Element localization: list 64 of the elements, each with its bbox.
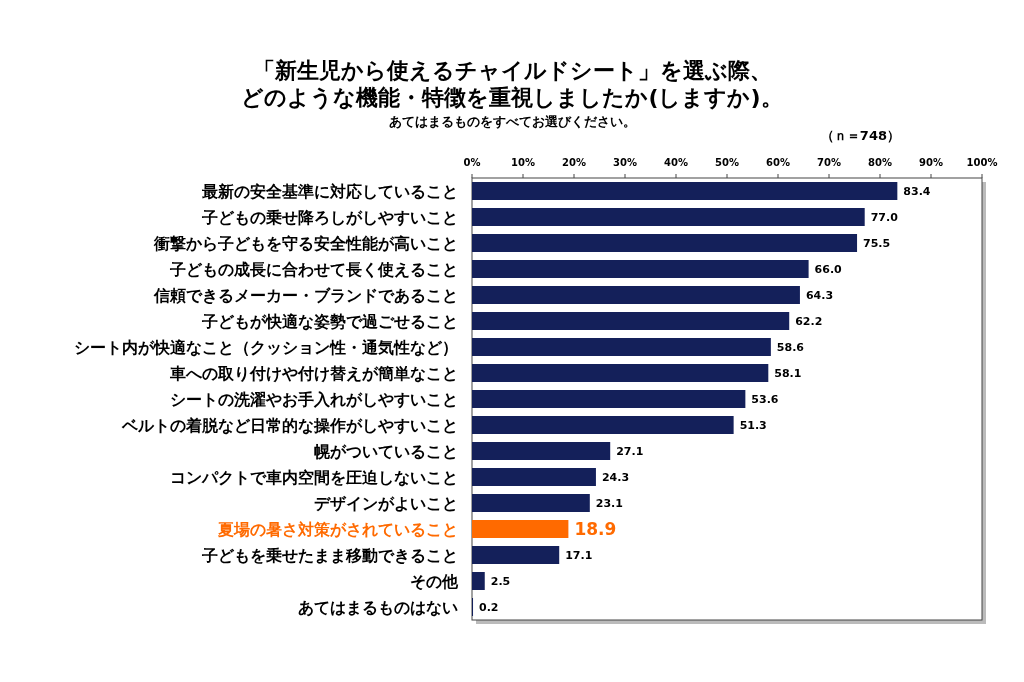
bar [472, 390, 746, 408]
y-tick-label: 幌がついていること [314, 443, 458, 461]
chart-title: 「新生児から使えるチャイルドシート」を選ぶ際、どのような機能・特徴を重視しましたか(しますか)。 [241, 58, 783, 110]
y-tick-label: 子どもの乗せ降ろしがしやすいこと [201, 209, 458, 227]
x-tick-label: 30% [613, 157, 637, 168]
data-label: 17.1 [565, 549, 593, 562]
y-tick-label: その他 [410, 573, 459, 591]
bar [472, 182, 898, 200]
bar [472, 442, 611, 460]
y-tick-label: 子どもが快適な姿勢で過ごせること [201, 312, 458, 331]
x-tick-label: 80% [868, 157, 892, 168]
data-label: 2.5 [490, 575, 511, 588]
x-tick-label: 50% [715, 157, 739, 168]
y-tick-label: あてはまるものはない [298, 599, 458, 617]
x-tick-label: 90% [919, 157, 943, 168]
bar [472, 572, 485, 590]
data-label: 18.9 [574, 519, 617, 539]
y-tick-label: 子どもの成長に合わせて長く使えること [169, 261, 458, 279]
data-label: 58.6 [776, 341, 805, 354]
x-tick-label: 40% [664, 157, 688, 168]
bar [472, 468, 596, 486]
bar [472, 494, 590, 512]
x-tick-label: 20% [562, 157, 586, 168]
data-label: 27.1 [616, 445, 644, 458]
data-label: 24.3 [601, 471, 630, 484]
y-tick-label: シート内が快適なこと（クッション性・通気性など） [74, 338, 458, 357]
x-tick-label: 0% [463, 157, 481, 168]
data-label: 64.3 [805, 289, 834, 302]
y-tick-label: シートの洗濯やお手入れがしやすいこと [170, 391, 458, 409]
data-label: 66.0 [814, 263, 843, 276]
data-label: 23.1 [595, 497, 623, 510]
y-tick-label: 衝撃から子どもを守る安全性能が高いこと [153, 234, 458, 253]
x-tick-label: 100% [966, 157, 998, 168]
bar [472, 312, 790, 330]
text: （ｎ＝748） [820, 128, 900, 143]
data-label: 75.5 [863, 237, 891, 250]
data-label: 53.6 [751, 393, 779, 406]
bar [472, 520, 569, 538]
y-tick-label: 夏場の暑さ対策がされていること [217, 520, 458, 539]
y-tick-label: コンパクトで車内空間を圧迫しないこと [170, 469, 458, 487]
y-tick-label: 最新の安全基準に対応していること [201, 182, 458, 201]
data-label: 51.3 [739, 419, 767, 432]
bar [472, 338, 771, 356]
chart-subtitle: あてはまるものをすべてお選びください。 [388, 114, 636, 129]
x-tick-label: 70% [817, 157, 841, 168]
data-label: 62.2 [795, 315, 823, 328]
data-label: 0.2 [479, 601, 499, 614]
data-label: 77.0 [870, 211, 899, 224]
data-label: 58.1 [774, 367, 802, 380]
data-label: 83.4 [903, 185, 931, 198]
bar [472, 416, 734, 434]
y-tick-label: 信頼できるメーカー・ブランドであること [153, 287, 458, 305]
bar [472, 260, 809, 278]
bar [472, 546, 560, 564]
x-tick-label: 10% [511, 157, 535, 168]
y-tick-label: デザインがよいこと [314, 495, 458, 513]
bar [472, 364, 769, 382]
y-tick-label: 車への取り付けや付け替えが簡単なこと [169, 365, 458, 383]
bar [472, 234, 858, 252]
bar [472, 286, 800, 304]
y-tick-label: ベルトの着脱など日常的な操作がしやすいこと [121, 416, 458, 435]
bar [472, 208, 865, 226]
x-tick-label: 60% [766, 157, 790, 168]
y-tick-label: 子どもを乗せたまま移動できること [201, 547, 458, 565]
